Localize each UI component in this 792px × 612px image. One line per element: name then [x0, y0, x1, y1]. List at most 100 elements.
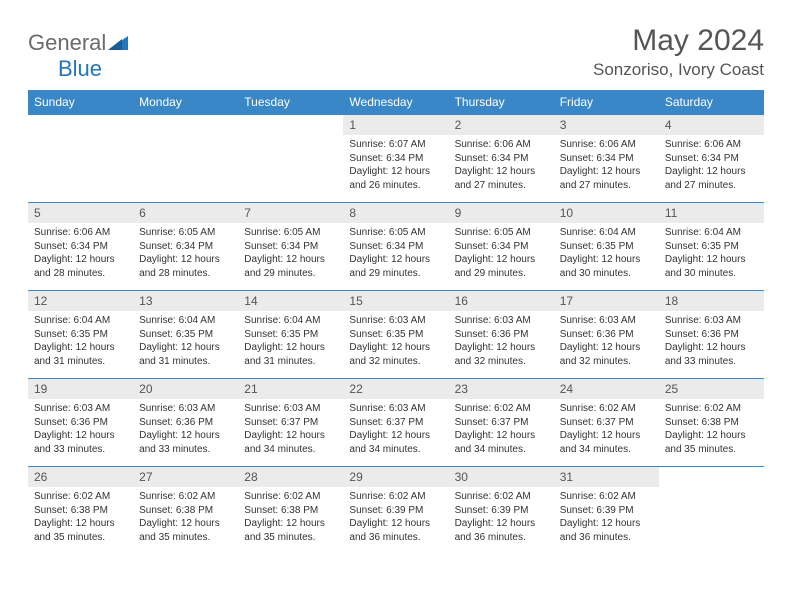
sunset: Sunset: 6:34 PM	[34, 240, 127, 254]
calendar-cell	[133, 115, 238, 203]
sunset: Sunset: 6:37 PM	[244, 416, 337, 430]
calendar-cell: 7Sunrise: 6:05 AMSunset: 6:34 PMDaylight…	[238, 203, 343, 291]
daylight-line2: and 27 minutes.	[560, 179, 653, 193]
day-details: Sunrise: 6:05 AMSunset: 6:34 PMDaylight:…	[449, 223, 554, 286]
calendar-cell: 29Sunrise: 6:02 AMSunset: 6:39 PMDayligh…	[343, 467, 448, 555]
weekday-row: SundayMondayTuesdayWednesdayThursdayFrid…	[28, 90, 764, 115]
calendar-cell: 26Sunrise: 6:02 AMSunset: 6:38 PMDayligh…	[28, 467, 133, 555]
sunset: Sunset: 6:34 PM	[665, 152, 758, 166]
weekday-header: Wednesday	[343, 90, 448, 115]
sunset: Sunset: 6:34 PM	[349, 240, 442, 254]
day-details: Sunrise: 6:05 AMSunset: 6:34 PMDaylight:…	[133, 223, 238, 286]
day-number: 11	[659, 203, 764, 223]
day-details: Sunrise: 6:06 AMSunset: 6:34 PMDaylight:…	[659, 135, 764, 198]
calendar-head: SundayMondayTuesdayWednesdayThursdayFrid…	[28, 90, 764, 115]
day-details: Sunrise: 6:02 AMSunset: 6:39 PMDaylight:…	[449, 487, 554, 550]
calendar-cell: 19Sunrise: 6:03 AMSunset: 6:36 PMDayligh…	[28, 379, 133, 467]
weekday-header: Monday	[133, 90, 238, 115]
sunset: Sunset: 6:38 PM	[34, 504, 127, 518]
daylight-line2: and 31 minutes.	[244, 355, 337, 369]
day-number: 18	[659, 291, 764, 311]
daylight-line1: Daylight: 12 hours	[455, 429, 548, 443]
daylight-line2: and 34 minutes.	[455, 443, 548, 457]
calendar-cell: 6Sunrise: 6:05 AMSunset: 6:34 PMDaylight…	[133, 203, 238, 291]
sunrise: Sunrise: 6:03 AM	[560, 314, 653, 328]
sunrise: Sunrise: 6:05 AM	[455, 226, 548, 240]
day-number: 21	[238, 379, 343, 399]
day-details: Sunrise: 6:03 AMSunset: 6:35 PMDaylight:…	[343, 311, 448, 374]
sunrise: Sunrise: 6:02 AM	[455, 402, 548, 416]
calendar-row: 12Sunrise: 6:04 AMSunset: 6:35 PMDayligh…	[28, 291, 764, 379]
sunrise: Sunrise: 6:02 AM	[665, 402, 758, 416]
header: General Blue May 2024 Sonzoriso, Ivory C…	[28, 24, 764, 82]
daylight-line2: and 30 minutes.	[665, 267, 758, 281]
day-number: 13	[133, 291, 238, 311]
sunset: Sunset: 6:35 PM	[244, 328, 337, 342]
daylight-line2: and 27 minutes.	[665, 179, 758, 193]
logo: General Blue	[28, 30, 128, 82]
sunset: Sunset: 6:34 PM	[560, 152, 653, 166]
daylight-line2: and 34 minutes.	[560, 443, 653, 457]
sunset: Sunset: 6:35 PM	[665, 240, 758, 254]
daylight-line2: and 35 minutes.	[244, 531, 337, 545]
calendar-cell: 12Sunrise: 6:04 AMSunset: 6:35 PMDayligh…	[28, 291, 133, 379]
day-details: Sunrise: 6:02 AMSunset: 6:37 PMDaylight:…	[554, 399, 659, 462]
day-number: 17	[554, 291, 659, 311]
calendar-cell: 31Sunrise: 6:02 AMSunset: 6:39 PMDayligh…	[554, 467, 659, 555]
calendar-cell: 23Sunrise: 6:02 AMSunset: 6:37 PMDayligh…	[449, 379, 554, 467]
day-number: 12	[28, 291, 133, 311]
daylight-line1: Daylight: 12 hours	[560, 253, 653, 267]
sunset: Sunset: 6:35 PM	[139, 328, 232, 342]
daylight-line1: Daylight: 12 hours	[139, 253, 232, 267]
day-number: 10	[554, 203, 659, 223]
daylight-line1: Daylight: 12 hours	[244, 253, 337, 267]
calendar-row: 19Sunrise: 6:03 AMSunset: 6:36 PMDayligh…	[28, 379, 764, 467]
daylight-line2: and 35 minutes.	[665, 443, 758, 457]
day-number: 27	[133, 467, 238, 487]
day-number: 15	[343, 291, 448, 311]
day-details: Sunrise: 6:04 AMSunset: 6:35 PMDaylight:…	[238, 311, 343, 374]
day-details: Sunrise: 6:03 AMSunset: 6:37 PMDaylight:…	[238, 399, 343, 462]
day-number: 28	[238, 467, 343, 487]
logo-text: General Blue	[28, 30, 128, 82]
sunrise: Sunrise: 6:02 AM	[560, 490, 653, 504]
sunset: Sunset: 6:36 PM	[34, 416, 127, 430]
sunrise: Sunrise: 6:02 AM	[349, 490, 442, 504]
daylight-line1: Daylight: 12 hours	[560, 165, 653, 179]
sunset: Sunset: 6:34 PM	[244, 240, 337, 254]
daylight-line1: Daylight: 12 hours	[349, 429, 442, 443]
daylight-line1: Daylight: 12 hours	[455, 253, 548, 267]
day-number: 7	[238, 203, 343, 223]
daylight-line2: and 36 minutes.	[560, 531, 653, 545]
weekday-header: Saturday	[659, 90, 764, 115]
sunrise: Sunrise: 6:06 AM	[34, 226, 127, 240]
sunset: Sunset: 6:35 PM	[349, 328, 442, 342]
calendar-cell: 10Sunrise: 6:04 AMSunset: 6:35 PMDayligh…	[554, 203, 659, 291]
day-number: 29	[343, 467, 448, 487]
daylight-line2: and 30 minutes.	[560, 267, 653, 281]
day-details: Sunrise: 6:04 AMSunset: 6:35 PMDaylight:…	[133, 311, 238, 374]
title-block: May 2024 Sonzoriso, Ivory Coast	[593, 24, 764, 80]
sunset: Sunset: 6:36 PM	[455, 328, 548, 342]
daylight-line2: and 32 minutes.	[349, 355, 442, 369]
sunset: Sunset: 6:39 PM	[349, 504, 442, 518]
calendar-cell	[659, 467, 764, 555]
weekday-header: Tuesday	[238, 90, 343, 115]
day-details: Sunrise: 6:03 AMSunset: 6:36 PMDaylight:…	[133, 399, 238, 462]
sunset: Sunset: 6:34 PM	[139, 240, 232, 254]
day-number: 6	[133, 203, 238, 223]
sunrise: Sunrise: 6:03 AM	[34, 402, 127, 416]
sunrise: Sunrise: 6:03 AM	[665, 314, 758, 328]
day-number: 4	[659, 115, 764, 135]
daylight-line2: and 32 minutes.	[560, 355, 653, 369]
daylight-line1: Daylight: 12 hours	[455, 165, 548, 179]
day-number: 1	[343, 115, 448, 135]
calendar-cell: 22Sunrise: 6:03 AMSunset: 6:37 PMDayligh…	[343, 379, 448, 467]
sunset: Sunset: 6:35 PM	[34, 328, 127, 342]
day-number: 19	[28, 379, 133, 399]
day-details: Sunrise: 6:02 AMSunset: 6:38 PMDaylight:…	[133, 487, 238, 550]
sunrise: Sunrise: 6:03 AM	[244, 402, 337, 416]
daylight-line2: and 35 minutes.	[139, 531, 232, 545]
daylight-line1: Daylight: 12 hours	[665, 341, 758, 355]
sunset: Sunset: 6:34 PM	[455, 152, 548, 166]
